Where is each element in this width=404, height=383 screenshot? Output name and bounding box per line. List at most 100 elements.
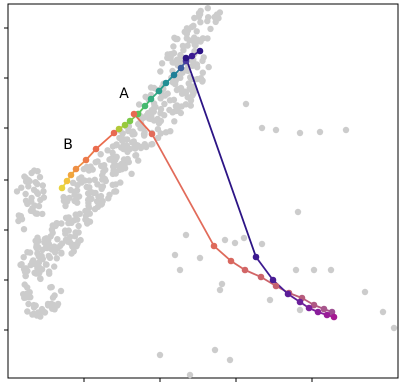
background-point (157, 130, 164, 137)
background-point (211, 346, 219, 354)
background-point (294, 208, 302, 216)
background-point (135, 157, 142, 164)
trajectory-point (314, 308, 322, 316)
background-point (102, 166, 109, 173)
background-point (182, 231, 190, 239)
background-point (25, 183, 32, 190)
background-point (21, 173, 28, 180)
background-point (87, 163, 94, 170)
background-point (167, 128, 174, 135)
trajectory-segment (272, 279, 289, 295)
trajectory-point (227, 257, 235, 265)
background-point (166, 106, 173, 114)
background-point (71, 197, 79, 205)
background-point (22, 178, 30, 185)
trajectory-point (72, 165, 80, 173)
background-point (58, 240, 66, 247)
background-point (316, 128, 324, 136)
background-point (104, 147, 111, 154)
background-point (197, 38, 204, 45)
background-point (177, 51, 184, 59)
background-point (68, 250, 75, 257)
background-point (310, 266, 318, 274)
background-point (30, 186, 38, 193)
background-point (189, 92, 196, 99)
background-point (184, 42, 191, 49)
background-point (46, 253, 53, 260)
background-point (22, 266, 29, 274)
background-point (226, 356, 234, 364)
background-point (137, 125, 144, 132)
annotation-label: A (119, 86, 129, 102)
background-point (39, 182, 46, 189)
background-point (178, 103, 185, 110)
background-point (215, 15, 222, 22)
background-point (204, 5, 211, 12)
trajectory-point (252, 253, 260, 261)
background-point (141, 141, 148, 148)
background-point (176, 266, 184, 274)
background-point (327, 266, 335, 274)
background-point (22, 272, 29, 280)
trajectory-segment (95, 132, 115, 150)
background-point (86, 195, 93, 202)
background-point (186, 371, 194, 379)
trajectory-point (210, 242, 218, 250)
background-point (86, 210, 94, 217)
background-point (75, 222, 82, 230)
background-point (181, 89, 188, 97)
trajectory-point (82, 156, 90, 164)
background-point (193, 28, 200, 35)
background-point (25, 294, 33, 301)
background-point (29, 311, 36, 318)
background-point (177, 84, 185, 92)
background-point (28, 169, 35, 177)
background-point (120, 156, 128, 163)
background-point (191, 41, 198, 48)
trajectory-point (92, 145, 100, 153)
background-point (54, 300, 62, 308)
trajectory-point (115, 125, 123, 133)
trajectory-point (257, 273, 265, 281)
background-point (35, 202, 43, 210)
background-point (157, 95, 164, 102)
background-point (169, 59, 176, 66)
trajectory-point (328, 308, 336, 316)
trajectory-point (162, 79, 170, 87)
background-point (18, 184, 25, 191)
background-point (98, 185, 105, 193)
background-point (124, 136, 131, 143)
trajectory-segment (185, 57, 257, 258)
trajectory-point (323, 311, 331, 319)
background-point (149, 140, 156, 148)
trajectory-point (305, 304, 313, 312)
background-point (170, 96, 178, 104)
background-point (62, 214, 70, 221)
background-point (111, 188, 118, 195)
background-point (97, 151, 104, 158)
trajectory-point (284, 290, 292, 298)
background-point (128, 170, 135, 177)
background-point (57, 287, 65, 295)
background-point (109, 170, 117, 178)
background-point (130, 138, 137, 145)
background-point (34, 180, 41, 188)
background-point (296, 129, 304, 137)
trajectory-point (148, 130, 156, 138)
trajectory-point (196, 47, 204, 55)
background-point (43, 261, 50, 268)
background-point (296, 306, 304, 314)
axis-ticks (4, 27, 313, 382)
background-point (218, 280, 226, 288)
background-point (141, 131, 148, 138)
background-point (106, 156, 113, 163)
background-point (179, 42, 187, 50)
background-point (69, 179, 77, 186)
background-point (204, 35, 211, 42)
background-point (112, 162, 119, 169)
background-point (231, 239, 239, 247)
background-point (135, 101, 143, 108)
background-point (24, 308, 31, 315)
annotations: AB (63, 86, 129, 153)
background-point (221, 236, 229, 244)
